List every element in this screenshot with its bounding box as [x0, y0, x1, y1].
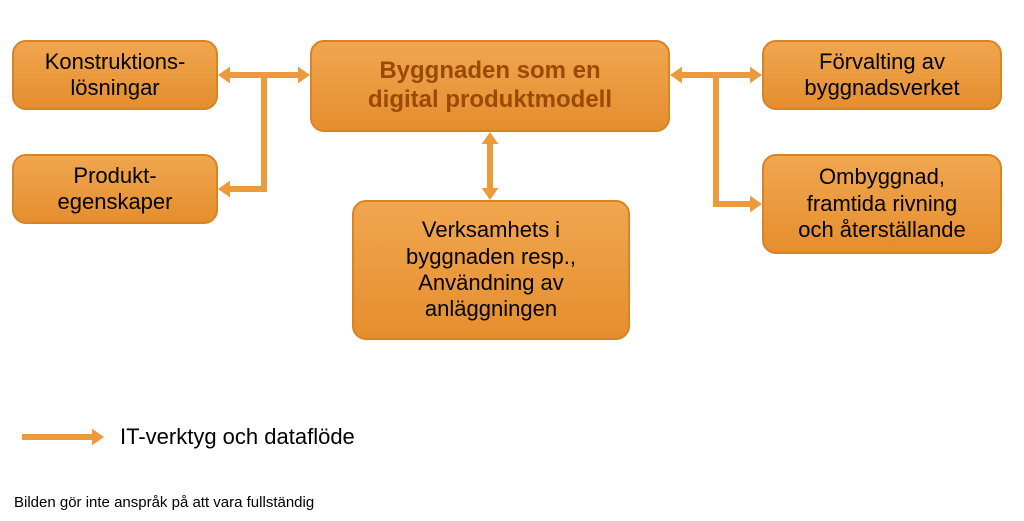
node-center: Byggnaden som en digital produktmodell [310, 40, 670, 132]
node-left-top-label: Konstruktions- lösningar [45, 49, 186, 102]
node-left-top: Konstruktions- lösningar [12, 40, 218, 110]
legend-label: IT-verktyg och dataflöde [120, 424, 355, 450]
diagram-canvas: Byggnaden som en digital produktmodell K… [0, 0, 1024, 521]
node-right-top-label: Förvalting av byggnadsverket [804, 49, 959, 102]
node-right-top: Förvalting av byggnadsverket [762, 40, 1002, 110]
node-left-bottom-label: Produkt- egenskaper [58, 163, 173, 216]
footnote: Bilden gör inte anspråk på att vara full… [14, 494, 314, 511]
legend-arrow-icon [22, 425, 108, 449]
node-left-bottom: Produkt- egenskaper [12, 154, 218, 224]
node-bottom: Verksamhets i byggnaden resp., Användnin… [352, 200, 630, 340]
node-right-bottom-label: Ombyggnad, framtida rivning och återstäl… [798, 164, 966, 243]
node-right-bottom: Ombyggnad, framtida rivning och återstäl… [762, 154, 1002, 254]
legend: IT-verktyg och dataflöde [22, 424, 355, 450]
node-center-label: Byggnaden som en digital produktmodell [368, 57, 612, 115]
footnote-text: Bilden gör inte anspråk på att vara full… [14, 494, 314, 511]
node-bottom-label: Verksamhets i byggnaden resp., Användnin… [406, 217, 576, 323]
